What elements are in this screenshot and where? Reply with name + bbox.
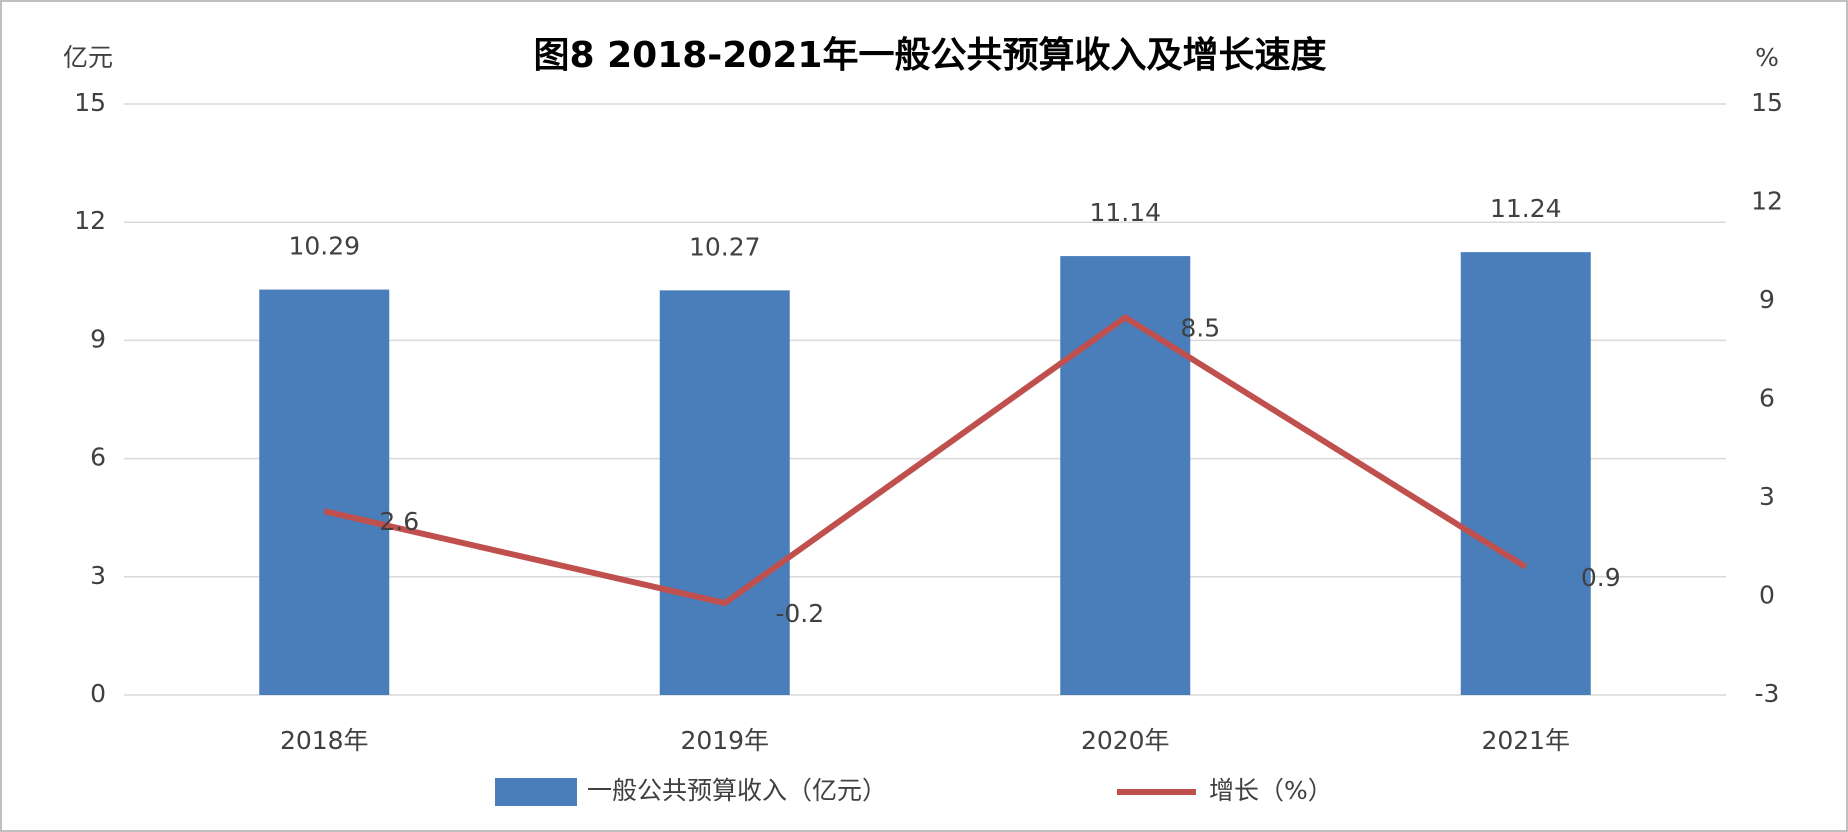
bar <box>1060 256 1191 695</box>
line-value-label: 8.5 <box>1180 313 1220 342</box>
y2-axis-unit: % <box>1755 43 1779 72</box>
line-value-label: -0.2 <box>775 599 824 628</box>
y2-tick-label: 15 <box>1751 88 1783 117</box>
y-tick-label: 15 <box>74 88 106 117</box>
y2-tick-label: 9 <box>1759 285 1775 314</box>
y-axis-unit: 亿元 <box>63 43 113 72</box>
y-tick-label: 0 <box>90 679 106 708</box>
x-tick-label: 2021年 <box>1481 726 1570 755</box>
y2-tick-label: 12 <box>1751 187 1783 216</box>
x-tick-label: 2019年 <box>680 726 769 755</box>
bar-value-label: 11.24 <box>1490 194 1562 223</box>
y2-tick-label: -3 <box>1755 679 1780 708</box>
legend-label: 增长（%） <box>1209 776 1333 805</box>
y-tick-label: 3 <box>90 561 106 590</box>
legend-swatch <box>495 778 577 806</box>
y-tick-label: 12 <box>74 206 106 235</box>
bar-value-label: 11.14 <box>1089 198 1161 227</box>
y2-tick-label: 0 <box>1759 581 1775 610</box>
x-tick-label: 2018年 <box>280 726 369 755</box>
bar-value-label: 10.29 <box>288 232 360 261</box>
y-tick-label: 9 <box>90 324 106 353</box>
bar <box>259 289 390 695</box>
line-value-label: 2.6 <box>379 507 419 536</box>
legend-label: 一般公共预算收入（亿元） <box>587 776 887 805</box>
bar <box>1460 252 1591 696</box>
bar <box>659 290 790 695</box>
x-tick-label: 2020年 <box>1081 726 1170 755</box>
y2-tick-label: 3 <box>1759 482 1775 511</box>
y2-tick-label: 6 <box>1759 384 1775 413</box>
line-value-label: 0.9 <box>1581 563 1621 592</box>
bar-value-label: 10.27 <box>689 232 761 261</box>
line <box>323 314 1528 607</box>
y-tick-label: 6 <box>90 443 106 472</box>
chart-title: 图8 2018-2021年一般公共预算收入及增长速度 <box>534 35 1327 76</box>
